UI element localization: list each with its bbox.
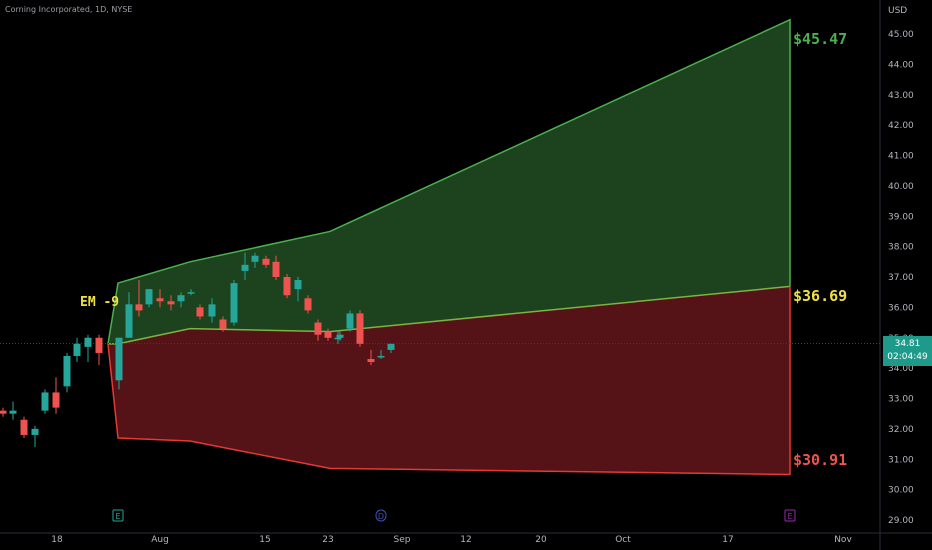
upper-target-label: $45.47 [793,30,848,48]
candle-body [20,419,28,435]
candle-body [84,337,92,347]
candle-body [346,313,354,329]
lower-band-line [107,286,791,476]
candle-body [196,307,204,317]
candle-body [314,322,322,335]
candle-body [0,410,7,414]
candle-body [145,289,153,305]
candle-body [324,331,332,338]
candle-body [336,334,344,338]
y-tick-label: 41.00 [888,152,914,162]
event-marker-label: D [378,512,384,521]
x-tick-label: Aug [151,535,169,545]
candle-body [262,258,270,265]
candle-body [95,337,103,353]
y-tick-label: 44.00 [888,60,914,70]
candle-body [135,304,143,311]
y-tick-label: 38.00 [888,243,914,253]
candle-body [187,292,195,294]
candle-body [208,304,216,317]
candle-body [304,298,312,311]
x-tick-label: 17 [722,535,733,545]
y-tick-label: 32.00 [888,425,914,435]
candle-body [219,319,227,329]
candle-body [156,298,164,302]
x-tick-label: Oct [615,535,631,545]
lower-target-label: $30.91 [793,451,848,469]
candle-body [272,261,280,277]
y-tick-label: 30.00 [888,486,914,496]
last-price-badge: 34.81 02:04:49 [883,336,932,366]
x-tick-label: Nov [834,535,852,545]
candle-body [334,337,342,340]
event-marker [375,509,387,522]
y-tick-label: 40.00 [888,182,914,192]
event-marker [112,509,124,522]
candle-body [52,392,60,408]
candle-body [251,255,259,262]
y-tick-label: 34.00 [888,364,914,374]
x-tick-label: 18 [51,535,63,545]
y-tick-label: 29.00 [888,516,914,526]
y-tick-label: 36.00 [888,303,914,313]
y-tick-label: 37.00 [888,273,914,283]
em-label: EM -9 [80,295,120,310]
candle-body [73,343,81,356]
y-tick-label: 42.00 [888,121,914,131]
candle-body [367,359,375,363]
candle-body [230,283,238,323]
upper-band-line [107,18,791,344]
x-tick-label: 12 [460,535,471,545]
y-tick-label: 31.00 [888,455,914,465]
x-tick-label: 20 [535,535,547,545]
mid-target-label: $36.69 [793,287,848,305]
candle-body [241,264,249,271]
lower-range-area [108,286,790,475]
candle-body [125,304,133,338]
candle-body [63,355,71,387]
candle-body [115,337,123,381]
event-marker [784,509,796,522]
currency-label: USD [888,6,908,16]
candle-body [377,355,385,358]
x-tick-label: Sep [394,535,411,545]
candle-body [41,392,49,411]
candle-body [31,428,39,435]
candle-body [177,295,185,302]
x-tick-label: 23 [322,535,333,545]
last-price-value: 34.81 [894,339,921,349]
y-tick-label: 43.00 [888,91,914,101]
event-marker-label: E [787,512,792,521]
candle-body [9,410,17,414]
candle-body [356,313,364,344]
y-tick-label: 33.00 [888,395,914,405]
candle-body [387,343,395,350]
countdown-timer: 02:04:49 [887,352,928,362]
candle-body [283,277,291,296]
upper-range-area [108,19,790,344]
y-tick-label: 39.00 [888,212,914,222]
x-tick-label: 15 [259,535,270,545]
candle-body [167,301,175,305]
chart-title: Corning Incorporated, 1D, NYSE [5,5,133,14]
candle-body [294,280,302,290]
y-tick-label: 45.00 [888,30,914,40]
event-marker-label: E [115,512,120,521]
